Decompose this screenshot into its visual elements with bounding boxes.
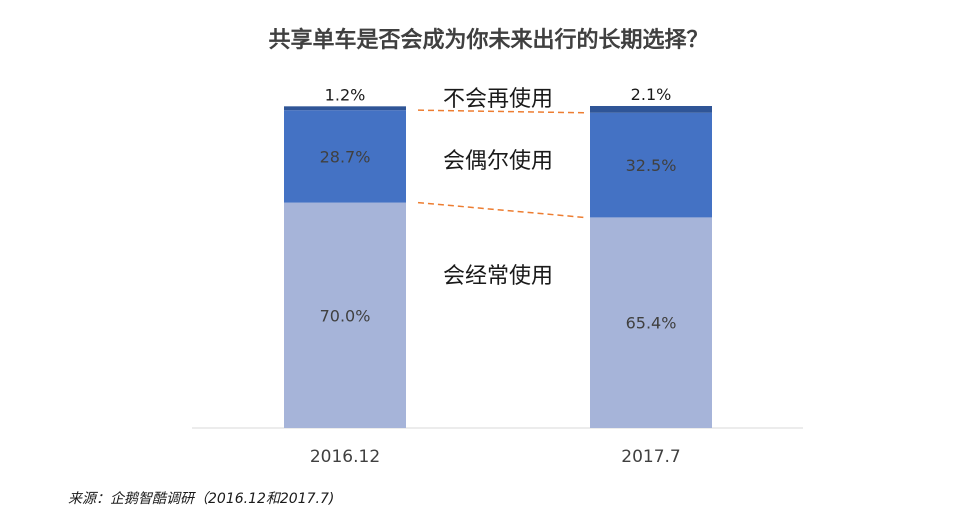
bar-segment-2-2 — [590, 112, 712, 218]
category-label-1: 2016.12 — [310, 447, 380, 467]
bar-segment-1-1 — [284, 202, 406, 428]
data-label-3-2: 2.1% — [631, 85, 672, 104]
series-label-1: 会经常使用 — [443, 264, 553, 289]
data-label-2-2: 32.5% — [626, 156, 677, 175]
chart-title: 共享单车是否会成为你未来出行的长期选择？ — [268, 28, 709, 53]
connector-line-2 — [417, 109, 585, 114]
data-label-1-1: 70.0% — [320, 306, 371, 325]
bar-segment-1-2 — [590, 217, 712, 428]
source-note: 来源：企鹅智酷调研（2016.12和2017.7) — [68, 491, 335, 507]
bar-segment-3-2 — [590, 106, 712, 113]
bar-segment-3-1 — [284, 106, 406, 111]
data-label-3-1: 1.2% — [325, 85, 366, 104]
series-label-3: 不会再使用 — [443, 87, 553, 112]
bar-segment-2-1 — [284, 110, 406, 203]
connector-line-1 — [417, 201, 585, 219]
category-label-2: 2017.7 — [621, 447, 680, 467]
data-label-1-2: 65.4% — [626, 314, 677, 333]
series-label-2: 会偶尔使用 — [443, 149, 553, 174]
data-label-2-1: 28.7% — [320, 147, 371, 166]
